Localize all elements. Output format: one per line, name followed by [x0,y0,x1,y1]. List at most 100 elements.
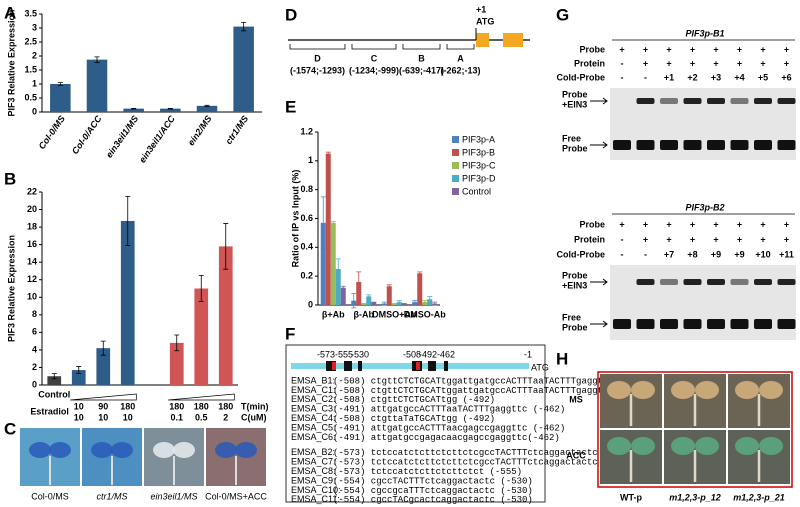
cotyledon [607,381,631,399]
lane-sign: + [737,58,742,68]
lane-sign: - [644,72,647,82]
bar [366,296,372,305]
row-label: ACC [566,450,586,460]
free-band [707,140,725,150]
emsa-sequence: (-573) tctccatctcttctcttctcgccTACTTTctca… [333,458,635,468]
shift-band [660,279,678,285]
emsa-sequence: (-554) cgccTACTTTctcaggactactc (-530) [333,476,533,486]
atg-label: ATG [476,16,494,26]
conc-label: 10 [74,412,84,422]
free-band [683,140,702,150]
bar [391,303,397,305]
cotyledon [235,442,257,458]
lane-sign: +9 [711,249,721,259]
error-bar [351,293,357,309]
lane-sign: - [621,58,624,68]
photo-label: ctr1/MS [96,491,127,501]
bar [218,246,233,385]
time-label: 10 [74,401,84,411]
y-tick-label: 0.4 [300,242,313,252]
site-red [332,362,336,370]
legend-label: PIF3p-A [462,134,495,144]
bar [169,342,184,385]
lane-sign: + [713,44,718,54]
band-arrow [590,320,608,328]
y-tick-label: 20 [27,204,37,214]
cotyledon [29,442,51,458]
panel-frame [285,344,546,503]
free-band [777,319,796,329]
time-label: 180 [218,401,233,411]
error-bar [131,107,137,110]
emsa-name: EMSA_C9: [291,475,336,485]
time-label: 180 [169,401,184,411]
y-tick-label: 6 [32,327,37,337]
free-band [683,319,702,329]
lane-sign: + [690,219,695,229]
cotyledon [671,381,695,399]
emsa-sequence: (-508) ctgttCTCTGCATtggattgatgccACTTTaaT… [333,386,652,396]
bar [160,108,181,112]
lane-sign: + [619,219,624,229]
legend-swatch [452,149,459,156]
legend-label: PIF3p-B [462,147,495,157]
lane-sign: + [666,234,671,244]
y-axis-label: PIF3 Relative Expression [6,9,16,116]
band-arrow [590,97,608,105]
x-tick-label: Col-0/MS [37,114,67,151]
fragment-name: C [371,53,378,63]
free-band [636,140,655,150]
lane-sign: + [643,234,648,244]
fragment-range: (-639;-417) [399,65,444,75]
y-tick-label: 10 [27,292,37,302]
emsa-name: EMSA_C2: [291,394,336,404]
row-label: Probe [579,219,605,229]
lane-sign: + [737,234,742,244]
shift-band [777,98,796,104]
bar [120,220,135,385]
emsa-name: EMSA_C1: [291,385,336,395]
lane-sign: + [737,219,742,229]
column-label: WT-p [620,492,642,502]
fragment-name: D [314,53,321,63]
y-tick-label: 2 [32,50,37,60]
band-label: Probe [562,270,588,280]
lane-sign: + [643,58,648,68]
bar [371,302,377,305]
shift-band [683,279,702,285]
error-bar [325,151,331,156]
error-bar [356,271,362,293]
y-axis-label: PIF3 Relative Expression [6,235,16,342]
x-tick-label: β+Ab [322,309,345,319]
legend-swatch [452,175,459,182]
shift-band [707,98,725,104]
lane-sign: +5 [758,72,768,82]
time-label: 90 [98,401,108,411]
legend-label: PIF3p-C [462,160,496,170]
y-tick-label: 0.5 [24,92,37,102]
promoter-bar [291,363,529,369]
emsa-name: EMSA_C5: [291,422,336,432]
emsa-name: EMSA_B1: [291,375,335,385]
wedge [70,393,137,401]
site-red [416,362,420,370]
bar [96,348,111,385]
x-tick-label: ein3eil1/ACC [137,113,177,164]
bar [361,303,367,305]
bar [47,376,62,385]
lane-sign: - [644,249,647,259]
lane-sign: +10 [755,249,770,259]
fragment-bracket [402,44,441,50]
fragment-name: B [418,53,425,63]
lane-sign: +7 [664,249,674,259]
free-band [613,319,631,329]
y-tick-label: 8 [32,309,37,319]
cotyledon [631,381,655,399]
free-band [754,140,772,150]
lane-sign: +6 [781,72,791,82]
error-bar [167,107,173,110]
lane-sign: +3 [711,72,721,82]
free-band [707,319,725,329]
error-bar [412,300,418,304]
photo-label: ein3eil1/MS [150,491,197,501]
